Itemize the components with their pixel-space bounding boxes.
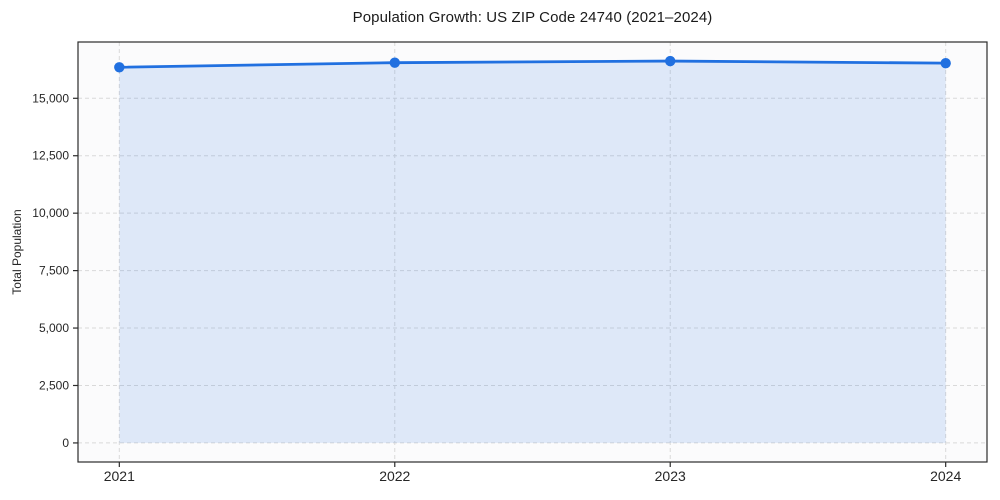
x-tick-label: 2023 — [655, 468, 686, 484]
x-tick-label: 2024 — [930, 468, 961, 484]
y-tick-label: 5,000 — [39, 321, 69, 335]
y-tick-label: 2,500 — [39, 378, 69, 392]
series-line — [117, 59, 948, 69]
y-tick-label: 10,000 — [32, 206, 69, 220]
data-point-2023 — [665, 55, 676, 67]
plot-background — [78, 42, 987, 462]
data-point-2024 — [940, 57, 951, 69]
y-tick-label: 7,500 — [39, 264, 69, 278]
data-point-2022 — [389, 57, 400, 68]
area-fill — [119, 61, 946, 443]
y-tick-label: 0 — [62, 436, 69, 450]
axes-frame — [77, 41, 988, 463]
x-tick-label: 2022 — [379, 468, 410, 484]
y-tick-label: 15,000 — [32, 91, 69, 105]
data-point-2021 — [114, 62, 125, 73]
chart-title: Population Growth: US ZIP Code 24740 (20… — [352, 9, 713, 26]
x-tick-label: 2021 — [104, 468, 135, 484]
y-tick-label: 12,500 — [32, 149, 69, 163]
